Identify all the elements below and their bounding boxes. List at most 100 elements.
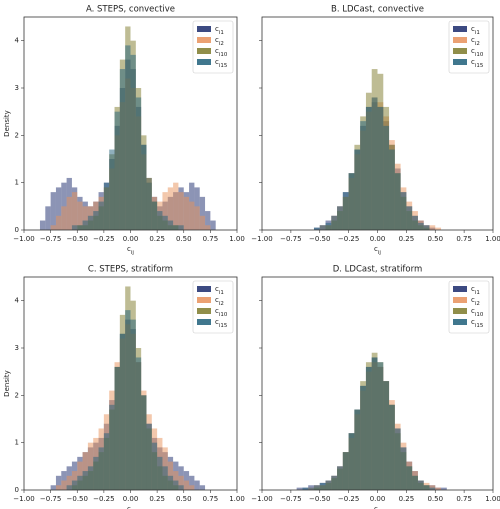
legend-swatch [453, 37, 467, 43]
histogram-bar [429, 487, 436, 490]
legend-swatch [453, 48, 467, 54]
histogram-bar [183, 196, 190, 230]
x-tick-label: −0.50 [309, 235, 330, 243]
histogram-bar [383, 381, 390, 490]
histogram-bar [199, 485, 206, 490]
legend-swatch [197, 319, 211, 325]
histogram-bar [66, 475, 72, 490]
legend-label: ci1 [215, 285, 224, 296]
x-tick-label: −0.50 [309, 495, 330, 503]
histogram-bar [178, 485, 184, 490]
histogram-bar [93, 456, 99, 490]
histogram-bar [348, 173, 355, 230]
histogram-bar [441, 487, 447, 490]
histogram-bar [199, 215, 206, 230]
x-tick-label: 1.00 [485, 235, 500, 243]
legend-label: ci1 [215, 25, 224, 36]
histogram-bar [109, 149, 115, 230]
legend-swatch [197, 48, 211, 54]
x-tick-label: 0.25 [149, 235, 165, 243]
legend-swatch [453, 308, 467, 314]
legend-label: ci10 [215, 307, 228, 318]
histogram-bar [173, 480, 179, 490]
histogram-bar [429, 225, 436, 230]
y-axis-label: Density [3, 370, 11, 397]
histogram-bar [313, 485, 320, 490]
histogram-bar [162, 215, 168, 230]
histogram-bar [135, 357, 142, 490]
legend-label: ci1 [471, 285, 480, 296]
histogram-bar [189, 201, 195, 230]
x-tick-label: 0.50 [427, 235, 443, 243]
x-axis-label: cij [374, 245, 381, 256]
histogram-bar [308, 487, 314, 490]
histogram-bar [167, 220, 174, 230]
x-tick-label: −0.25 [93, 495, 114, 503]
histogram-bar [103, 182, 110, 230]
histogram-bar [412, 215, 418, 230]
histogram-bar [194, 206, 200, 230]
x-tick-label: 0.75 [203, 235, 219, 243]
legend-label: ci15 [471, 58, 484, 69]
x-tick-label: 0.75 [456, 235, 472, 243]
x-tick-label: 0.50 [176, 495, 192, 503]
histogram-bar [348, 433, 355, 490]
histogram-bar [417, 222, 424, 230]
histogram-bar [50, 485, 56, 490]
histogram-bar [296, 487, 303, 490]
histogram-bar [435, 487, 442, 490]
histogram-bar [71, 225, 78, 230]
histogram-bar [383, 125, 390, 230]
histogram-bar [119, 69, 126, 230]
histogram-bar [55, 187, 62, 230]
histogram-bar [167, 187, 174, 230]
histogram-bar [371, 357, 378, 490]
histogram-bar [194, 480, 200, 490]
histogram-bar [173, 225, 179, 230]
legend-label: ci1 [471, 25, 480, 36]
y-tick-label: 0 [15, 486, 19, 494]
y-tick-label: 2 [15, 131, 19, 139]
histogram-bar [71, 192, 78, 230]
histogram-bar [178, 475, 184, 490]
x-tick-label: 1.00 [229, 495, 245, 503]
histogram-bar [130, 319, 136, 490]
histogram-bar [302, 487, 309, 490]
legend-label: ci10 [471, 307, 484, 318]
histogram-bar [173, 182, 179, 230]
histogram-bar [119, 333, 126, 490]
histogram-bar [50, 192, 56, 230]
x-axis-label: cij [374, 505, 381, 509]
histogram-bar [55, 215, 62, 230]
histogram-bar [423, 485, 430, 490]
x-tick-label: −0.75 [40, 495, 61, 503]
histogram-bar [109, 404, 115, 490]
histogram-bar [77, 201, 83, 230]
histogram-bar [342, 452, 349, 490]
histogram-bar [360, 385, 366, 490]
histogram-bar [45, 206, 51, 230]
histogram-bar [183, 480, 190, 490]
histogram-bar [342, 192, 349, 230]
histogram-bar [82, 220, 88, 230]
histogram-bar [82, 452, 88, 490]
histogram-bar [319, 482, 326, 490]
panel-title: A. STEPS, convective [86, 5, 175, 15]
legend-swatch [453, 59, 467, 65]
histogram-bar [87, 215, 94, 230]
x-tick-label: 0.50 [176, 235, 192, 243]
histogram-bar [337, 206, 343, 230]
x-tick-label: 0.50 [427, 495, 443, 503]
x-tick-label: −1.00 [13, 495, 34, 503]
x-axis-label: cij [127, 245, 134, 256]
x-tick-label: 0.00 [370, 235, 386, 243]
histogram-bar [151, 442, 158, 490]
legend-label: ci2 [471, 296, 480, 307]
x-tick-label: −0.50 [67, 235, 88, 243]
histogram-bar [178, 192, 184, 230]
histogram-bar [365, 366, 372, 490]
legend-label: ci2 [471, 36, 480, 47]
histogram-bar [400, 447, 407, 490]
histogram-bar [389, 149, 395, 230]
